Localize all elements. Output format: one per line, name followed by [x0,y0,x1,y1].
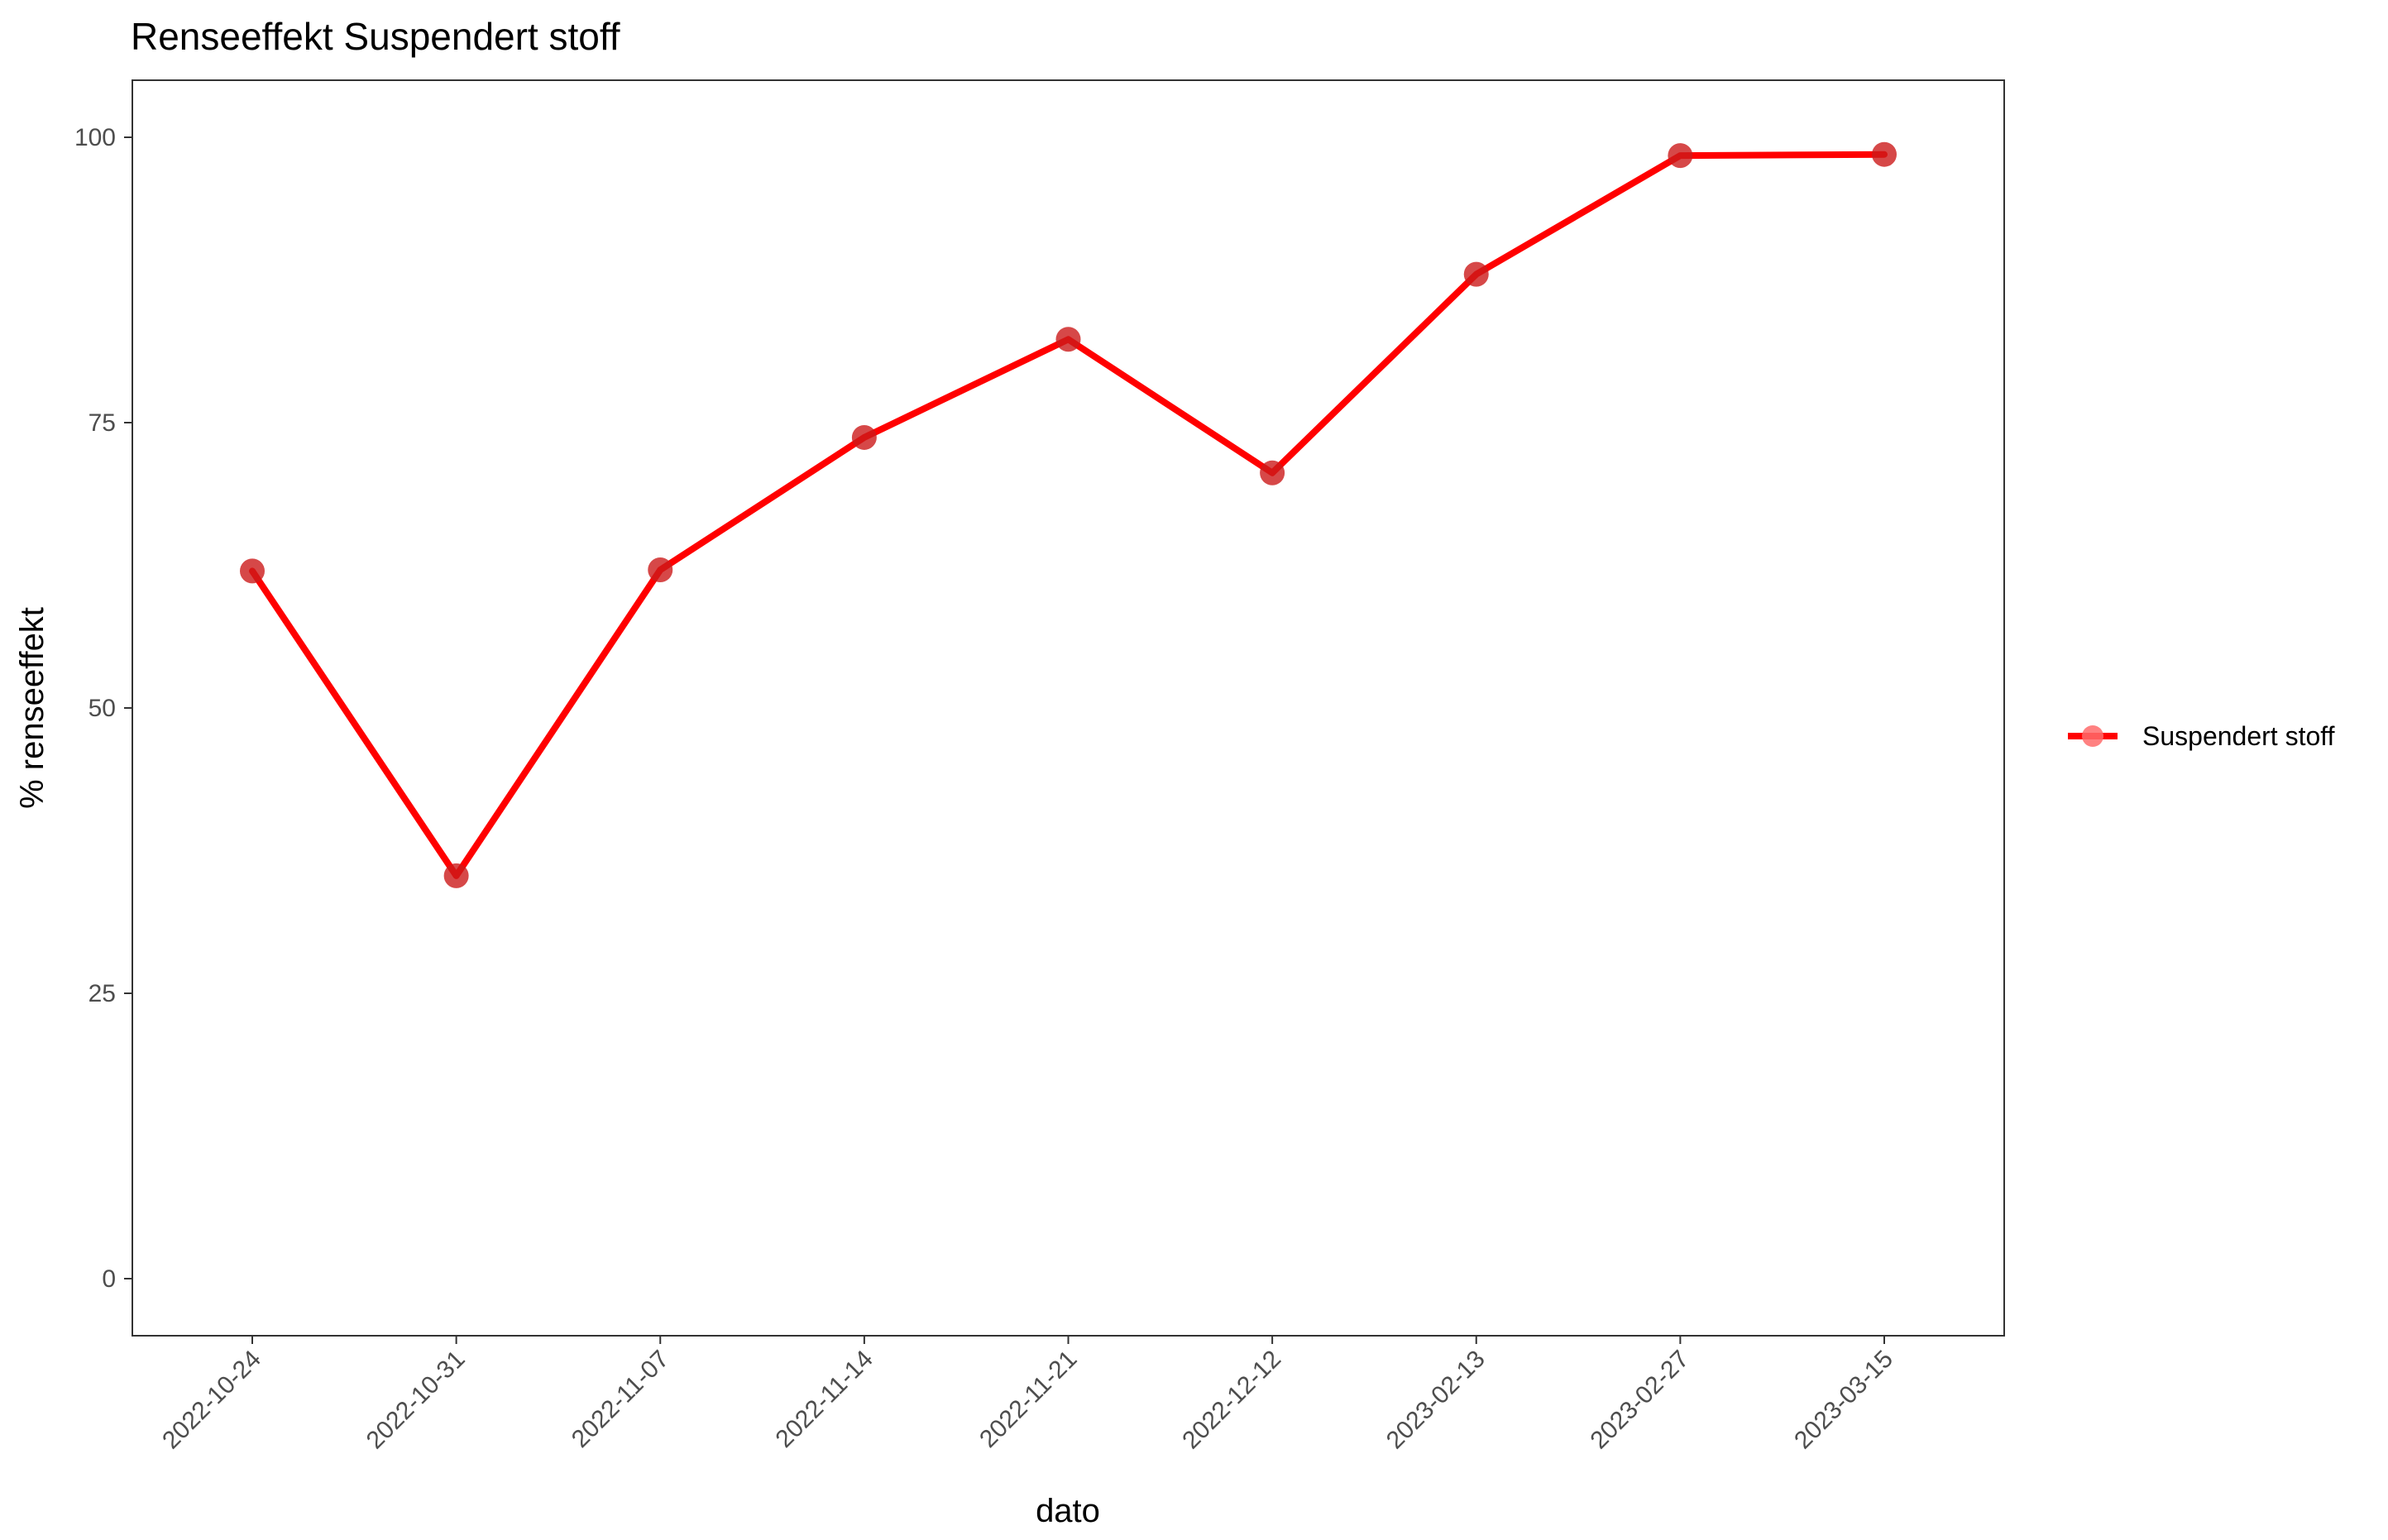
y-axis-title: % renseeffekt [14,607,50,809]
data-point [1463,261,1489,287]
data-point [1668,143,1693,169]
data-point [1055,327,1081,352]
y-tick-label: 50 [89,695,116,722]
legend-label: Suspendert stoff [2142,721,2335,751]
chart-title: Renseeffekt Suspendert stoff [131,15,620,58]
y-tick-label: 75 [89,409,116,437]
y-tick-label: 0 [102,1265,116,1293]
y-tick-label: 25 [89,980,116,1007]
y-axis: 0 25 50 75 100 [74,124,132,1293]
y-tick-label: 100 [74,124,116,151]
legend: Suspendert stoff [2068,721,2335,751]
legend-point-swatch [2082,725,2103,747]
data-point [648,557,673,583]
series-layer [240,141,1897,888]
data-point [1260,460,1285,485]
data-point [443,863,469,888]
x-axis-title: dato [1036,1493,1100,1529]
data-point [240,558,265,584]
data-point [851,424,877,450]
plot-panel [132,79,2005,1337]
data-point [1872,141,1897,167]
